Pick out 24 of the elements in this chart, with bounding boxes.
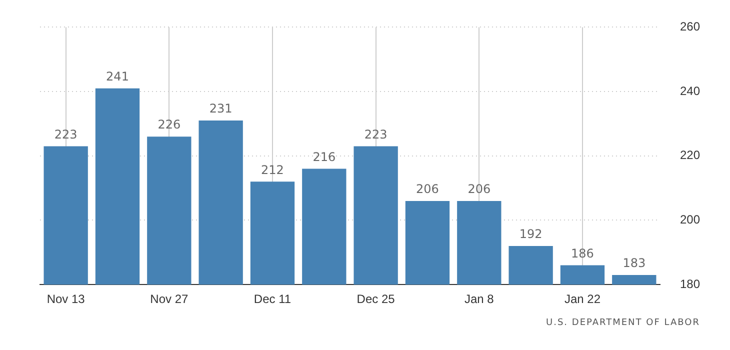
x-tick-label: Dec 11 bbox=[254, 292, 292, 306]
x-tick-label: Nov 27 bbox=[150, 292, 188, 306]
data-label: 231 bbox=[209, 102, 232, 116]
data-label: 192 bbox=[519, 227, 542, 242]
data-label: 206 bbox=[468, 182, 491, 196]
text: U.S. DEPARTMENT OF LABOR bbox=[546, 318, 700, 328]
data-label: 223 bbox=[54, 127, 78, 142]
data-label: 186 bbox=[571, 246, 594, 260]
y-tick-label: 180 bbox=[680, 276, 700, 291]
data-label: 216 bbox=[312, 150, 336, 164]
data-label: 206 bbox=[416, 182, 439, 196]
x-tick-label: Nov 13 bbox=[46, 292, 86, 306]
x-tick-label: Jan 8 bbox=[464, 292, 494, 306]
data-label: 183 bbox=[622, 256, 646, 270]
data-label: 241 bbox=[106, 69, 129, 84]
y-tick-label: 260 bbox=[680, 20, 700, 34]
x-tick-label: Jan 22 bbox=[564, 292, 601, 306]
y-tick-label: 220 bbox=[680, 148, 700, 162]
x-tick-label: Dec 25 bbox=[356, 292, 396, 306]
data-label: 212 bbox=[261, 162, 284, 177]
data-label: 223 bbox=[364, 127, 388, 142]
data-label: 226 bbox=[158, 118, 181, 132]
y-tick-label: 200 bbox=[680, 212, 700, 227]
y-tick-label: 240 bbox=[680, 84, 700, 98]
